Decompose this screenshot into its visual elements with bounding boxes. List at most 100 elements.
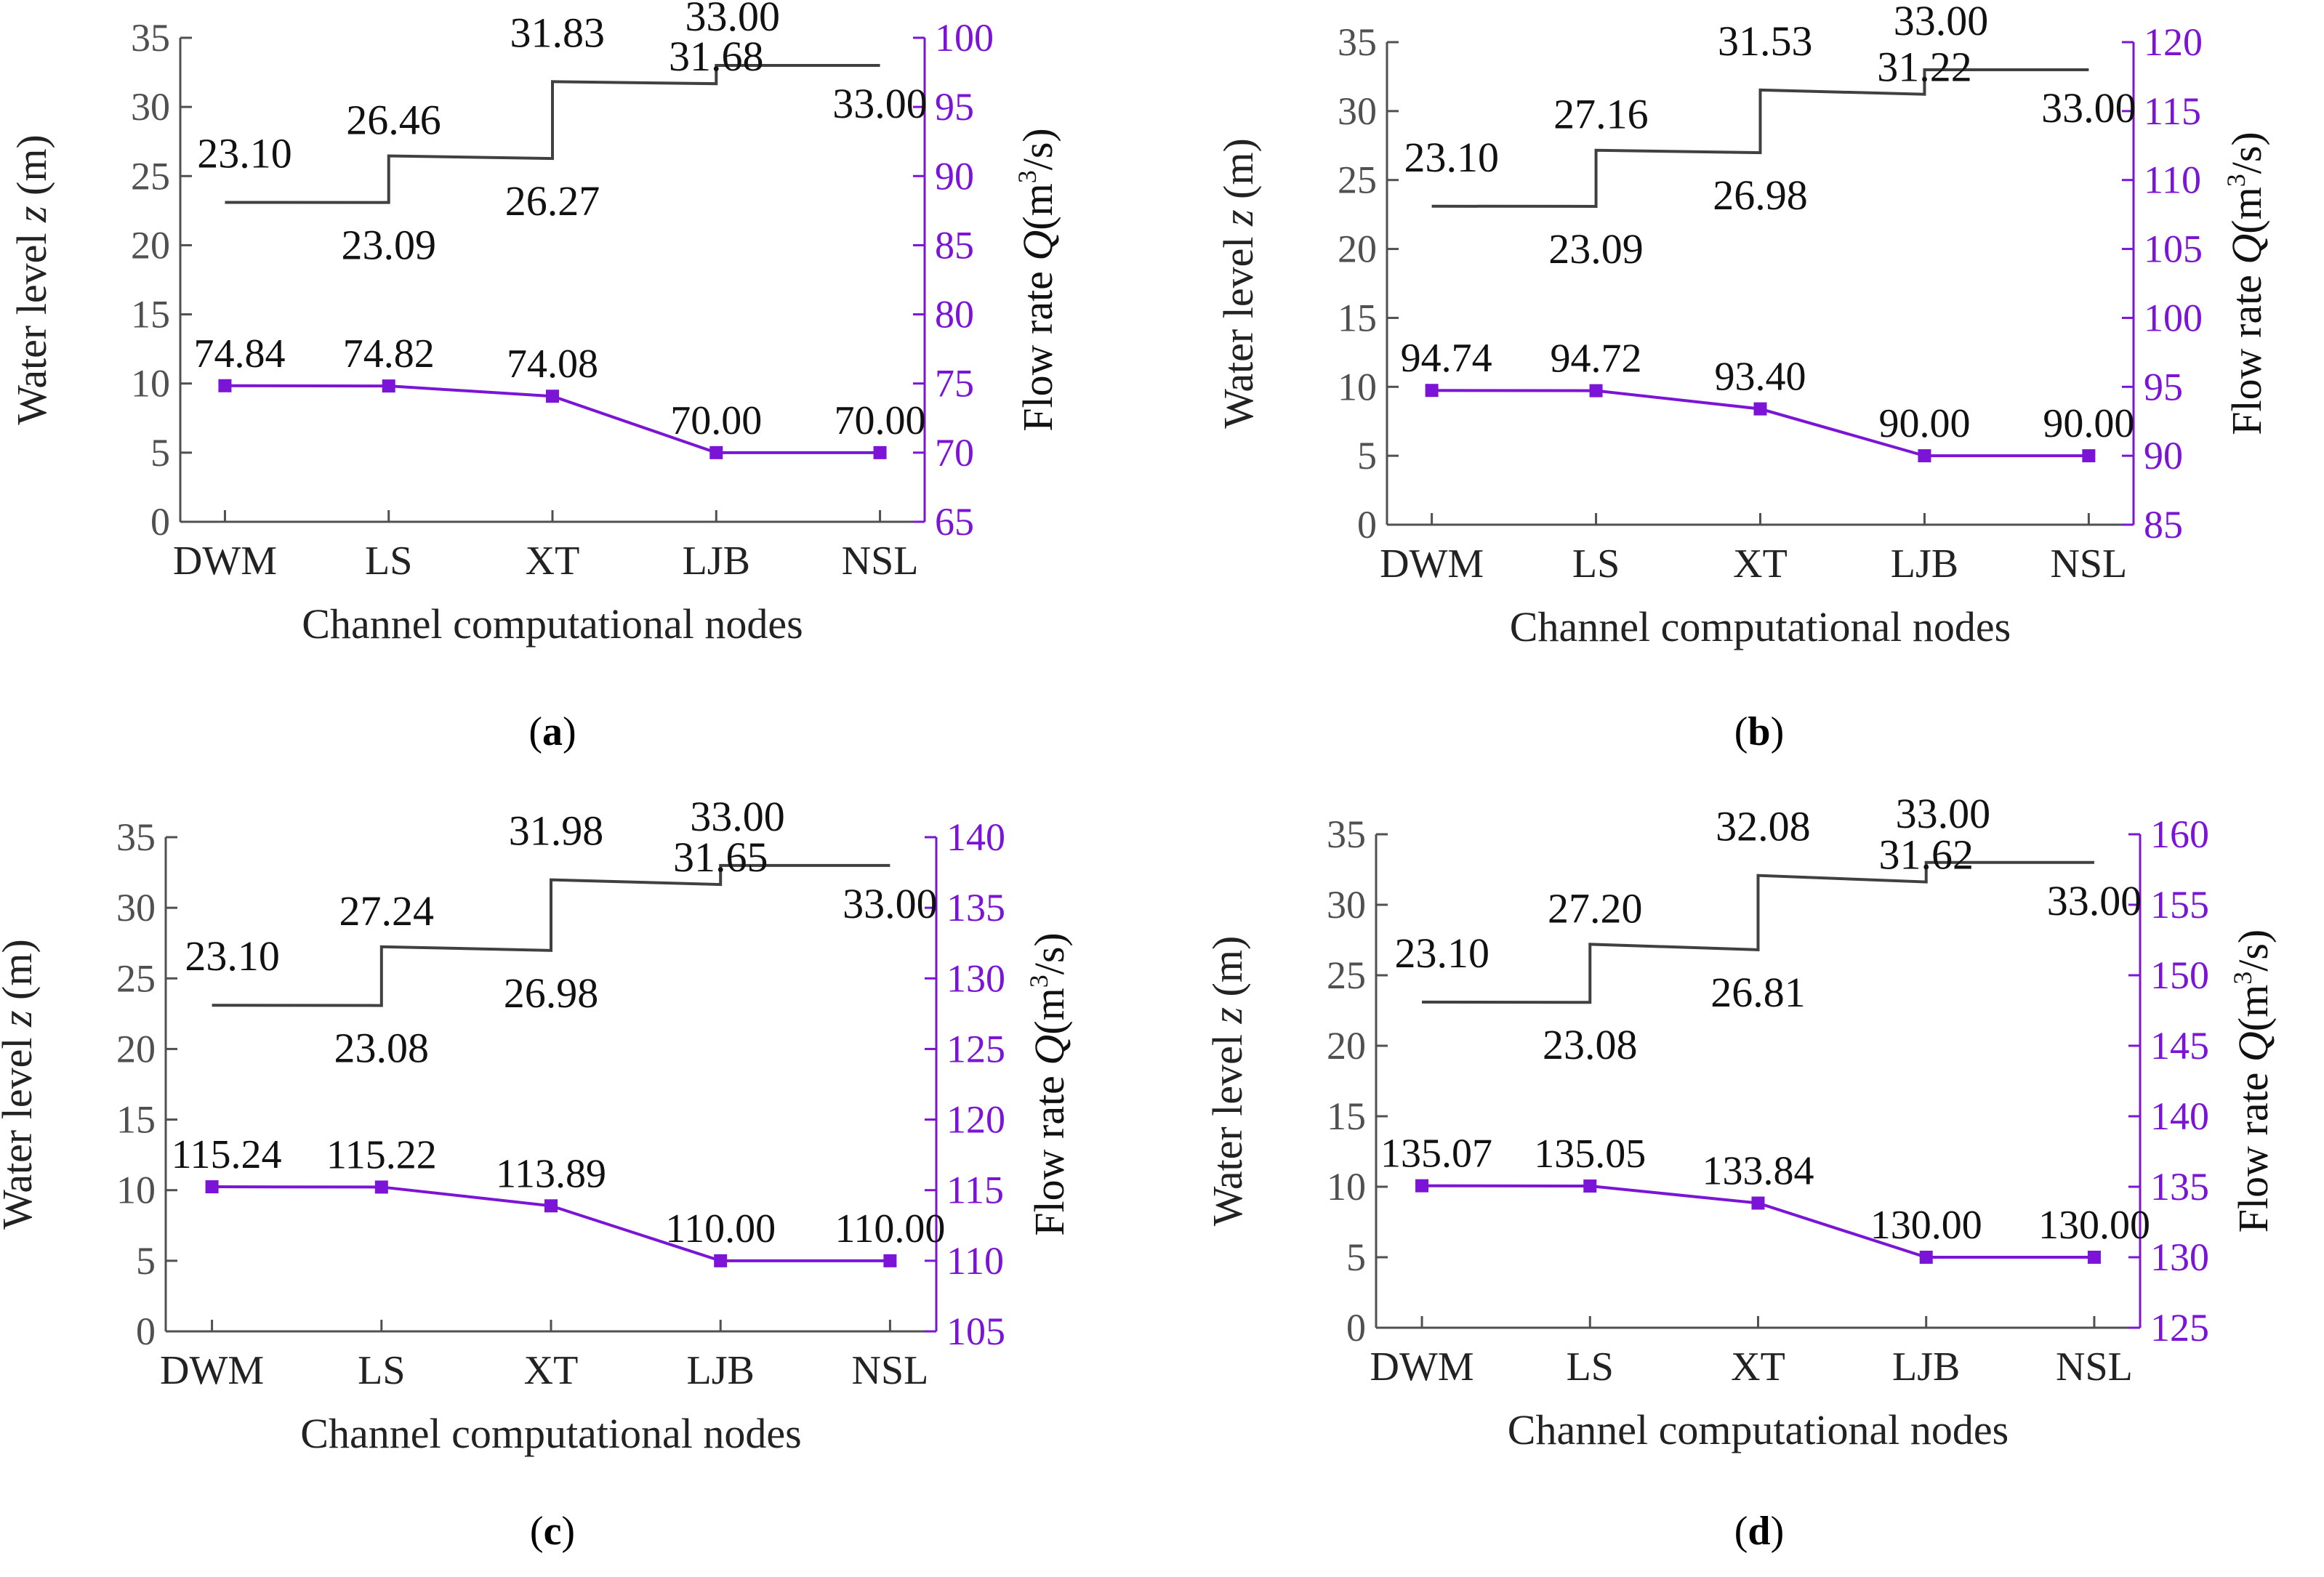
- x-tick-label: LS: [1572, 541, 1620, 586]
- left-tick-label: 30: [1338, 89, 1377, 133]
- right-tick-label: 65: [935, 500, 974, 544]
- flow-rate-point: [1425, 384, 1439, 398]
- water-label-upstream: 33.00: [1896, 790, 1991, 837]
- x-tick-label: NSL: [2050, 541, 2127, 586]
- right-tick-label: 115: [2144, 89, 2201, 133]
- right-tick-label: 95: [2144, 365, 2183, 408]
- water-label-upstream: 33.00: [690, 793, 785, 840]
- right-tick-label: 125: [2150, 1306, 2209, 1350]
- left-tick-label: 30: [131, 85, 170, 129]
- x-axis-title: Channel computational nodes: [300, 1410, 801, 1457]
- left-tick-label: 0: [150, 500, 170, 544]
- left-tick-label: 25: [1327, 953, 1366, 997]
- water-label-upstream: 23.10: [1395, 929, 1490, 977]
- x-tick-label: DWM: [1370, 1344, 1474, 1390]
- flow-rate-label: 93.40: [1715, 355, 1806, 400]
- right-tick-label: 85: [2144, 503, 2183, 546]
- flow-rate-label: 90.00: [1878, 401, 1970, 446]
- flow-rate-label: 90.00: [2043, 401, 2134, 446]
- left-tick-label: 20: [131, 223, 170, 267]
- x-tick-label: LJB: [1892, 1344, 1960, 1390]
- right-axis-title: Flow rate Q(m3/s): [1024, 932, 1073, 1236]
- right-axis-title: Flow rate Q(m3/s): [2222, 132, 2270, 435]
- x-axis-title: Channel computational nodes: [1510, 603, 2011, 650]
- x-tick-label: DWM: [160, 1348, 264, 1393]
- left-tick-label: 30: [1327, 883, 1366, 927]
- right-tick-label: 80: [935, 293, 974, 336]
- panel-label-b: (b): [1734, 709, 1785, 754]
- left-tick-label: 10: [131, 362, 170, 406]
- x-tick-label: NSL: [852, 1348, 929, 1393]
- water-level-line: [225, 64, 880, 204]
- left-tick-label: 35: [116, 815, 156, 859]
- left-tick-label: 5: [1357, 434, 1377, 477]
- x-tick-label: LJB: [1891, 541, 1958, 586]
- left-tick-label: 20: [116, 1027, 156, 1070]
- flow-rate-label: 115.22: [326, 1132, 437, 1177]
- x-tick-label: XT: [526, 539, 580, 584]
- water-label-downstream: 26.27: [505, 177, 600, 225]
- flow-rate-label: 74.84: [193, 331, 285, 376]
- water-label-downstream: 26.81: [1710, 969, 1806, 1016]
- x-tick-label: XT: [1733, 541, 1788, 586]
- left-tick-label: 20: [1327, 1024, 1366, 1068]
- flow-rate-point: [1589, 384, 1603, 398]
- water-label-downstream: 33.00: [2047, 877, 2142, 924]
- x-tick-label: NSL: [842, 539, 919, 584]
- water-label-upstream: 33.00: [685, 0, 781, 40]
- right-tick-label: 140: [946, 815, 1005, 859]
- left-tick-label: 25: [1338, 158, 1377, 202]
- flow-rate-label: 133.84: [1702, 1149, 1814, 1194]
- left-tick-label: 35: [1338, 20, 1377, 64]
- water-level-line: [212, 863, 890, 1007]
- flow-rate-point: [714, 1254, 728, 1267]
- left-tick-label: 15: [1338, 296, 1377, 339]
- right-tick-label: 75: [935, 362, 974, 406]
- right-tick-label: 160: [2150, 812, 2209, 856]
- flow-rate-point: [1919, 1251, 1933, 1264]
- chart-panel-a: 0 5 10 15 20 25 30 35 65 70 75 80 85 90 95 100 DWM LS XT LJ…: [8, 0, 1061, 648]
- flow-rate-label: 115.24: [172, 1132, 282, 1177]
- water-label-upstream: 31.53: [1718, 17, 1813, 65]
- right-axis-title: Flow rate Q(m3/s): [1013, 128, 1061, 432]
- right-tick-label: 120: [946, 1098, 1005, 1142]
- flow-rate-point: [1751, 1196, 1765, 1210]
- left-tick-label: 10: [1327, 1165, 1366, 1209]
- water-label-downstream: 31.68: [669, 33, 764, 80]
- left-tick-label: 0: [1346, 1306, 1366, 1350]
- flow-rate-point: [544, 1199, 558, 1213]
- flow-rate-label: 130.00: [1870, 1203, 1982, 1248]
- x-tick-label: XT: [1731, 1344, 1785, 1390]
- water-label-downstream: 31.22: [1877, 44, 1972, 91]
- panel-label-a: (a): [528, 709, 576, 754]
- water-label-upstream: 32.08: [1716, 803, 1811, 850]
- right-tick-label: 115: [946, 1169, 1004, 1212]
- x-axis-title: Channel computational nodes: [1508, 1406, 2009, 1453]
- right-tick-label: 90: [935, 154, 974, 198]
- water-label-downstream: 33.00: [843, 880, 938, 927]
- flow-rate-label: 70.00: [835, 398, 926, 443]
- flow-rate-label: 135.05: [1534, 1132, 1646, 1177]
- left-axis-title: Water level z (m): [1215, 138, 1262, 429]
- right-tick-label: 140: [2150, 1094, 2209, 1138]
- water-label-upstream: 27.24: [339, 887, 435, 935]
- x-tick-label: DWM: [173, 539, 277, 584]
- right-tick-label: 100: [935, 16, 994, 60]
- water-level-line: [1431, 68, 2089, 208]
- right-axis-title: Flow rate Q(m3/s): [2228, 929, 2277, 1233]
- chart-panel-d: 0 5 10 15 20 25 30 35 125 130 135 140 145 150 155 160 DW…: [1204, 790, 2277, 1453]
- left-tick-label: 25: [116, 956, 156, 1000]
- water-level-line: [1422, 860, 2094, 1004]
- water-label-upstream: 27.20: [1548, 884, 1643, 932]
- flow-rate-point: [2087, 1251, 2101, 1264]
- water-label-upstream: 31.83: [510, 9, 606, 56]
- flow-rate-point: [374, 1180, 388, 1194]
- right-tick-label: 85: [935, 223, 974, 267]
- flow-rate-label: 110.00: [835, 1206, 945, 1251]
- right-tick-label: 105: [2144, 227, 2203, 271]
- x-tick-label: LS: [365, 539, 412, 584]
- water-label-downstream: 26.98: [504, 969, 599, 1017]
- left-tick-label: 5: [1346, 1235, 1366, 1279]
- flow-rate-point: [883, 1254, 897, 1267]
- flow-rate-label: 110.00: [665, 1206, 776, 1251]
